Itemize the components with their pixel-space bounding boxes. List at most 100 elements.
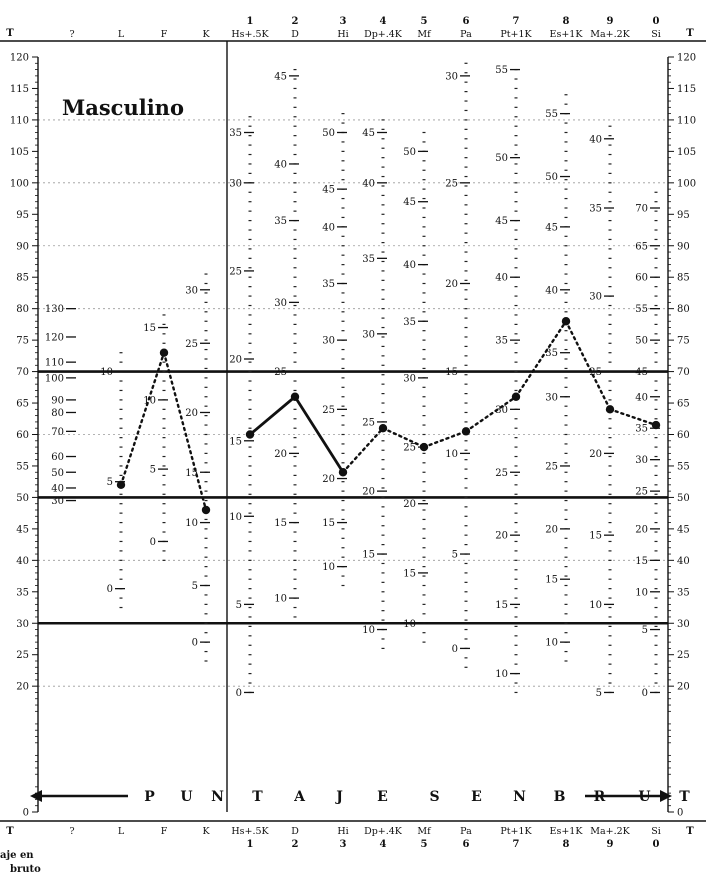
footer-scale-number: 6 bbox=[463, 839, 470, 850]
raw-score-label: 25 bbox=[589, 367, 602, 378]
raw-score-label: 0 bbox=[150, 537, 156, 548]
y-tick-label-left: 35 bbox=[16, 587, 29, 598]
raw-score-label: 30 bbox=[495, 405, 508, 416]
raw-score-label: 35 bbox=[495, 336, 508, 347]
raw-score-label: 15 bbox=[635, 556, 648, 567]
clinical-solid-segment bbox=[293, 395, 345, 474]
y-tick-label-right: 120 bbox=[677, 53, 696, 64]
raw-score-label: 45 bbox=[322, 185, 335, 196]
raw-score-label: 5 bbox=[236, 600, 242, 611]
footer-scale-number: 9 bbox=[607, 839, 614, 850]
banner-letter: S bbox=[429, 789, 440, 805]
raw-score-label: 0 bbox=[192, 638, 198, 649]
header-scale-number: 6 bbox=[463, 16, 470, 27]
raw-score-label: 110 bbox=[45, 358, 64, 369]
raw-score-label: 20 bbox=[362, 487, 375, 498]
validity-segment bbox=[119, 351, 166, 487]
raw-score-label: 15 bbox=[362, 550, 375, 561]
raw-score-label: 25 bbox=[403, 443, 416, 454]
raw-score-label: 5 bbox=[192, 581, 198, 592]
raw-score-label: 35 bbox=[362, 254, 375, 265]
raw-score-label: 30 bbox=[635, 455, 648, 466]
y-tick-label-right: 65 bbox=[677, 399, 690, 410]
footer-t-label-right: T bbox=[686, 826, 694, 837]
raw-score-label: 10 bbox=[100, 367, 113, 378]
raw-score-label: 50 bbox=[403, 147, 416, 158]
raw-score-label: 50 bbox=[635, 336, 648, 347]
raw-score-label: 65 bbox=[635, 241, 648, 252]
raw-score-label: 10 bbox=[274, 594, 287, 605]
raw-score-label: 10 bbox=[495, 669, 508, 680]
y-tick-label-right: 40 bbox=[677, 556, 690, 567]
raw-score-label: 25 bbox=[445, 178, 458, 189]
footer-scale-number: 2 bbox=[292, 839, 299, 850]
banner-letter: N bbox=[211, 789, 225, 805]
clinical-point bbox=[651, 420, 661, 430]
raw-score-label: 15 bbox=[403, 568, 416, 579]
raw-score-label: 35 bbox=[589, 204, 602, 215]
raw-score-label: 10 bbox=[185, 518, 198, 529]
raw-score-label: 70 bbox=[635, 204, 648, 215]
header-scale-number: 4 bbox=[380, 16, 387, 27]
footer-scale-number: 1 bbox=[247, 839, 254, 850]
raw-score-label: 55 bbox=[635, 304, 648, 315]
raw-score-label: 15 bbox=[589, 531, 602, 542]
footer-scale-label: Si bbox=[651, 826, 661, 837]
footer-scale-label: Mf bbox=[417, 826, 432, 837]
footer-scale-number: 5 bbox=[421, 839, 428, 850]
raw-score-label: 130 bbox=[45, 304, 64, 315]
raw-score-label: 45 bbox=[495, 216, 508, 227]
raw-score-label: 15 bbox=[229, 436, 242, 447]
raw-score-label: 40 bbox=[274, 159, 287, 170]
banner-letter: T bbox=[252, 789, 263, 805]
raw-score-label: 10 bbox=[362, 625, 375, 636]
header-scale-label: Es+1K bbox=[550, 29, 584, 40]
footer-scale-label: K bbox=[202, 826, 210, 837]
raw-score-label: 20 bbox=[445, 279, 458, 290]
clinical-point bbox=[511, 392, 521, 401]
y-tick-label-right: 20 bbox=[677, 682, 690, 693]
y-tick-label-right: 45 bbox=[677, 524, 690, 535]
clinical-point bbox=[605, 405, 615, 414]
raw-score-label: 20 bbox=[274, 449, 287, 460]
footer-scale-label: Pt+1K bbox=[500, 826, 532, 837]
raw-score-label: 50 bbox=[495, 153, 508, 164]
raw-score-label: 10 bbox=[229, 512, 242, 523]
raw-score-label: 25 bbox=[495, 468, 508, 479]
raw-score-label: 55 bbox=[495, 65, 508, 76]
y-tick-label-left: 115 bbox=[10, 84, 29, 95]
header-scale-number: 9 bbox=[607, 16, 614, 27]
y-tick-label-left: 65 bbox=[16, 399, 29, 410]
raw-score-label: 30 bbox=[274, 298, 287, 309]
raw-score-label: 15 bbox=[274, 518, 287, 529]
raw-score-label: 100 bbox=[45, 373, 64, 384]
y-tick-label-left: 45 bbox=[16, 524, 29, 535]
banner-letter: E bbox=[471, 789, 483, 805]
raw-score-label: 0 bbox=[642, 688, 648, 699]
raw-score-label: 10 bbox=[635, 587, 648, 598]
clinical-point bbox=[338, 468, 348, 477]
clinical-point bbox=[290, 392, 300, 401]
raw-score-label: 20 bbox=[545, 524, 558, 535]
footer-scale-label: Es+1K bbox=[550, 826, 584, 837]
raw-score-label: 20 bbox=[589, 449, 602, 460]
raw-score-label: 0 bbox=[236, 688, 242, 699]
header-scale-label: ? bbox=[69, 29, 74, 40]
header-scale-label: Mf bbox=[417, 29, 432, 40]
clinical-dotted-segment bbox=[464, 395, 518, 433]
y-tick-label-right: 25 bbox=[677, 650, 690, 661]
clinical-dotted-segment bbox=[422, 430, 468, 449]
raw-score-label: 10 bbox=[589, 600, 602, 611]
y-tick-label-right: 55 bbox=[677, 461, 690, 472]
raw-score-label: 90 bbox=[51, 395, 64, 406]
header-scale-label: Si bbox=[651, 29, 661, 40]
banner-arrowhead-left bbox=[30, 790, 42, 802]
raw-score-label: 50 bbox=[322, 128, 335, 139]
raw-score-label: 5 bbox=[452, 550, 458, 561]
y-tick-label-right: 70 bbox=[677, 367, 690, 378]
y-tick-label-right: 60 bbox=[677, 430, 690, 441]
raw-score-label: 5 bbox=[596, 688, 602, 699]
banner-arrowhead-right bbox=[660, 790, 672, 802]
raw-score-label: 50 bbox=[545, 172, 558, 183]
validity-point bbox=[159, 348, 169, 357]
